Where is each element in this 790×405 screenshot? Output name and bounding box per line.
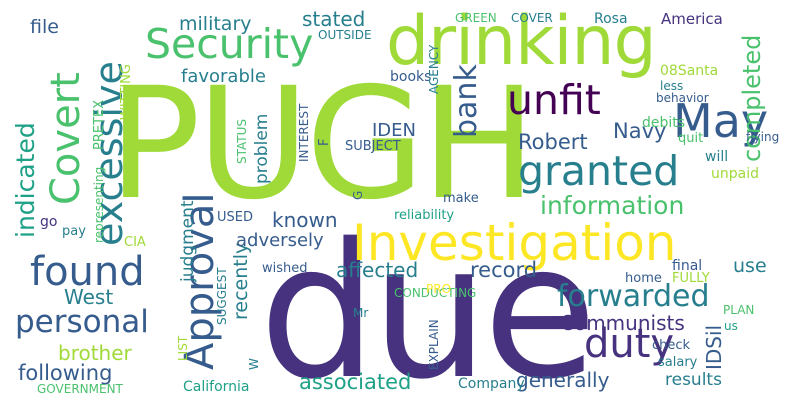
- word-robert: Robert: [518, 130, 588, 154]
- word-rosa: Rosa: [594, 11, 628, 27]
- word-pretex: PRETEX: [92, 99, 107, 150]
- word-witting: WITTING: [119, 64, 134, 120]
- word-plan: PLAN: [723, 303, 755, 317]
- word-known: known: [272, 208, 338, 232]
- word-results: results: [665, 370, 722, 390]
- word-us: us: [724, 319, 738, 333]
- word-use: use: [733, 255, 767, 277]
- word-cia: CIA: [124, 235, 146, 250]
- word-stated: stated: [302, 7, 366, 31]
- word-may: May: [673, 94, 769, 148]
- word-cover: COVER: [511, 11, 553, 25]
- word-wished: wished: [262, 261, 308, 276]
- word-outside: OUTSIDE: [318, 28, 372, 42]
- word-debits: debits: [642, 115, 686, 131]
- word-problem: problem: [252, 113, 272, 184]
- word-final: final: [672, 258, 703, 274]
- word-books: books: [390, 69, 432, 85]
- word-found: found: [30, 249, 145, 295]
- word-unfit: unfit: [507, 76, 601, 124]
- word-home: home: [625, 271, 662, 286]
- word-adversely: adversely: [236, 230, 324, 251]
- word-used: USED: [217, 210, 253, 225]
- word-list: LIST: [176, 335, 190, 361]
- word-representing: representing: [92, 166, 106, 243]
- word-fully: FULLY: [672, 271, 710, 286]
- word-interest: G: [351, 190, 365, 200]
- word-navy: Navy: [613, 119, 667, 143]
- word-salary: salary: [658, 355, 698, 370]
- word-covert: Covert: [43, 72, 89, 205]
- word-check: check: [652, 338, 691, 353]
- word-will: will: [705, 149, 729, 165]
- word-flying: F: [317, 138, 332, 146]
- word-due: due: [259, 203, 597, 405]
- word-west: West: [64, 285, 114, 309]
- word-security: Security: [145, 20, 314, 68]
- word-g: flying: [746, 130, 780, 144]
- word-bank: bank: [449, 64, 484, 138]
- word-conducting: W: [247, 358, 261, 370]
- word-08santa: 08Santa: [660, 63, 719, 79]
- word-personal: personal: [15, 304, 149, 340]
- word-file: file: [30, 16, 59, 38]
- word-favorable: favorable: [181, 66, 266, 87]
- word-idsil: IDSil: [702, 324, 726, 370]
- word-w: Mr: [353, 306, 369, 320]
- word-recently: recently: [230, 242, 252, 320]
- word-less: less: [660, 79, 684, 93]
- word-affected: affected: [336, 258, 419, 282]
- word-following: following: [18, 361, 113, 385]
- word-agency: AGENCY: [427, 44, 441, 94]
- word-pay: pay: [62, 224, 86, 239]
- word-status: STATUS: [235, 118, 249, 164]
- word-information: information: [540, 191, 685, 220]
- word-suggest: SUGGEST: [215, 267, 229, 325]
- word-explain: EXPLAIN: [427, 319, 441, 370]
- word-duty: duty: [584, 321, 675, 367]
- word-make: make: [443, 191, 479, 206]
- word-subject: INTEREST: [297, 103, 311, 162]
- word-military: military: [179, 13, 252, 35]
- word-forwarded: forwarded: [557, 279, 710, 314]
- word-go: go: [40, 214, 58, 230]
- word-granted: granted: [518, 147, 680, 195]
- word-drinking: drinking: [386, 2, 657, 81]
- word-green: GREEN: [455, 11, 497, 25]
- word-generally: generally: [516, 368, 610, 392]
- word-investigation: Investigation: [352, 214, 677, 272]
- word-mr: PRO: [426, 282, 452, 296]
- word-brother: brother: [58, 341, 132, 365]
- word-record: record: [470, 258, 538, 282]
- word-pugh: PUGH: [108, 55, 537, 234]
- word-iden: IDEN: [372, 120, 417, 141]
- word-company: Company: [458, 376, 525, 392]
- word-pro: CONDUCTING: [394, 286, 477, 300]
- word-california: California: [183, 379, 250, 395]
- word-indicated: indicated: [11, 122, 40, 238]
- word-government: GOVERNMENT: [37, 382, 123, 396]
- word-behavior: behavior: [656, 91, 709, 105]
- word-f: SUBJECT: [345, 139, 401, 154]
- word-reliability: reliability: [394, 208, 455, 223]
- word-judgment: judgment: [178, 200, 198, 282]
- word-quit: quit: [678, 131, 704, 146]
- word-communists: Communists: [560, 311, 685, 335]
- word-america: America: [661, 10, 723, 28]
- word-associated: associated: [299, 370, 412, 394]
- word-unpaid: unpaid: [711, 166, 759, 182]
